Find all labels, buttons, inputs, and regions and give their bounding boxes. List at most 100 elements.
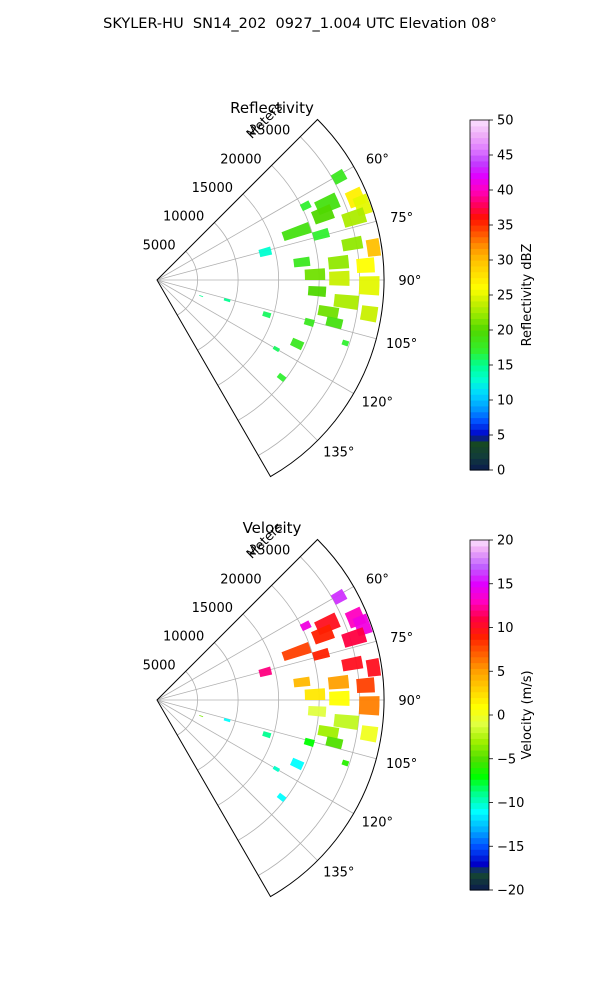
velocity-colorbar-segment xyxy=(470,796,489,804)
velocity-colorbar-tick-label: −5 xyxy=(497,752,516,767)
velocity-colorbar-segment xyxy=(470,837,489,844)
reflectivity-echoes xyxy=(199,168,382,383)
velocity-colorbar-segment xyxy=(470,825,489,833)
reflectivity-title: Reflectivity xyxy=(230,99,314,117)
reflectivity-colorbar-segment xyxy=(470,201,489,209)
reflectivity-colorbar-segment xyxy=(470,172,489,179)
reflectivity-range-tick-label: 10000 xyxy=(163,210,204,225)
reflectivity-colorbar-segment xyxy=(470,195,489,203)
velocity-colorbar-segment xyxy=(470,697,489,704)
reflectivity-echo-1 xyxy=(299,200,312,212)
reflectivity-echo-23 xyxy=(303,317,315,327)
reflectivity-colorbar-tick-label: 40 xyxy=(497,184,514,199)
reflectivity-colorbar-segment xyxy=(470,254,489,261)
reflectivity-echo-28 xyxy=(199,295,204,298)
reflectivity-colorbar-segment xyxy=(470,190,489,197)
velocity-echo-21 xyxy=(317,724,340,740)
reflectivity-colorbar-segment xyxy=(470,184,489,191)
reflectivity-colorbar-tick-label: 30 xyxy=(497,254,514,269)
reflectivity-echo-16 xyxy=(329,270,350,286)
velocity-colorbar-segment xyxy=(470,790,489,798)
reflectivity-range-ring xyxy=(217,193,279,386)
reflectivity-azimuth-line xyxy=(156,166,354,281)
velocity-echo-19 xyxy=(333,713,360,730)
velocity-echo-16 xyxy=(329,690,350,706)
velocity-echo-18 xyxy=(307,705,327,717)
velocity-colorbar-segment xyxy=(470,674,489,681)
velocity-colorbar-segment xyxy=(470,831,489,839)
velocity-colorbar-segment xyxy=(470,761,489,769)
velocity-colorbar-segment xyxy=(470,738,489,745)
reflectivity-colorbar-segment xyxy=(470,324,489,331)
velocity-azimuth-line xyxy=(156,699,318,861)
reflectivity-azimuth-tick-label: 105° xyxy=(386,337,417,352)
velocity-echo-30 xyxy=(276,792,287,803)
velocity-colorbar-segment xyxy=(470,726,489,734)
reflectivity-colorbar-segment xyxy=(470,137,489,144)
velocity-colorbar-segment xyxy=(470,586,489,594)
reflectivity-colorbar-segment xyxy=(470,207,489,214)
reflectivity-colorbar-tick-label: 5 xyxy=(497,429,505,444)
velocity-range-tick-label: 10000 xyxy=(163,630,204,645)
velocity-azimuth-line xyxy=(156,699,354,814)
velocity-colorbar-segment xyxy=(470,872,489,879)
velocity-colorbar-segment xyxy=(470,732,489,739)
velocity-echo-12 xyxy=(293,676,311,688)
velocity-grid xyxy=(156,556,384,876)
reflectivity-colorbar-segment xyxy=(470,429,489,436)
reflectivity-azimuth-tick-label: 135° xyxy=(323,446,354,461)
reflectivity-colorbar-segment xyxy=(470,394,489,401)
reflectivity-colorbar-tick-label: 20 xyxy=(497,324,514,339)
velocity-colorbar-segment xyxy=(470,755,489,763)
reflectivity-echo-22 xyxy=(325,316,344,330)
velocity-azimuth-tick-label: 60° xyxy=(366,573,389,588)
reflectivity-colorbar-segment xyxy=(470,236,489,244)
reflectivity-colorbar-tick-label: 10 xyxy=(497,394,514,409)
velocity-echo-14 xyxy=(356,677,375,694)
reflectivity-echo-6 xyxy=(281,222,312,242)
reflectivity-echo-12 xyxy=(293,256,311,268)
velocity-azimuth-tick-label: 120° xyxy=(362,815,393,830)
velocity-colorbar-tick-label: −20 xyxy=(497,884,524,899)
velocity-range-ring xyxy=(177,671,198,736)
reflectivity-colorbar-segment xyxy=(470,271,489,279)
velocity-colorbar-segment xyxy=(470,785,489,792)
velocity-colorbar-segment xyxy=(470,843,489,850)
velocity-colorbar-segment xyxy=(470,615,489,623)
reflectivity-echo-19 xyxy=(333,293,360,310)
reflectivity-colorbar-tick-label: 45 xyxy=(497,149,514,164)
reflectivity-colorbar-tick-label: 25 xyxy=(497,289,514,304)
reflectivity-colorbar-segment xyxy=(470,435,489,442)
reflectivity-colorbar-segment xyxy=(470,452,489,459)
reflectivity-wedge-outline xyxy=(156,118,385,478)
velocity-colorbar-segment xyxy=(470,557,489,564)
reflectivity-echo-27 xyxy=(289,337,305,351)
reflectivity-colorbar-segment xyxy=(470,155,489,162)
reflectivity-echo-9 xyxy=(258,246,273,258)
velocity-colorbar-segment xyxy=(470,575,489,582)
velocity-colorbar-segment xyxy=(470,592,489,599)
reflectivity-colorbar: 0 5 10 15 20 25 30 35 40 45 50 Reflectivity dBZ xyxy=(469,114,535,479)
velocity-echo-9 xyxy=(258,666,273,678)
velocity-colorbar-segment xyxy=(470,878,489,885)
velocity-colorbar-segment xyxy=(470,639,489,646)
reflectivity-colorbar-segment xyxy=(470,318,489,325)
velocity-echo-28 xyxy=(199,715,204,718)
reflectivity-echo-10 xyxy=(341,235,364,252)
velocity-colorbar-segment xyxy=(470,656,489,664)
reflectivity-echo-13 xyxy=(327,254,350,270)
reflectivity-colorbar-segment xyxy=(470,411,489,419)
reflectivity-echo-18 xyxy=(307,285,327,297)
velocity-colorbar-segment xyxy=(470,750,489,757)
velocity-colorbar: −20 −15 −10 −5 0 5 10 15 20 Velocity (m/s) xyxy=(469,534,535,899)
velocity-colorbar-label: Velocity (m/s) xyxy=(520,670,535,759)
reflectivity-range-tick-label: 5000 xyxy=(143,238,176,253)
reflectivity-colorbar-segment xyxy=(470,347,489,354)
reflectivity-colorbar-segment xyxy=(470,440,489,448)
reflectivity-colorbar-segment xyxy=(470,423,489,430)
velocity-azimuth-tick-label: 135° xyxy=(323,866,354,881)
reflectivity-echo-8 xyxy=(312,227,331,241)
velocity-colorbar-segment xyxy=(470,610,489,617)
reflectivity-azimuth-tick-label: 60° xyxy=(366,153,389,168)
